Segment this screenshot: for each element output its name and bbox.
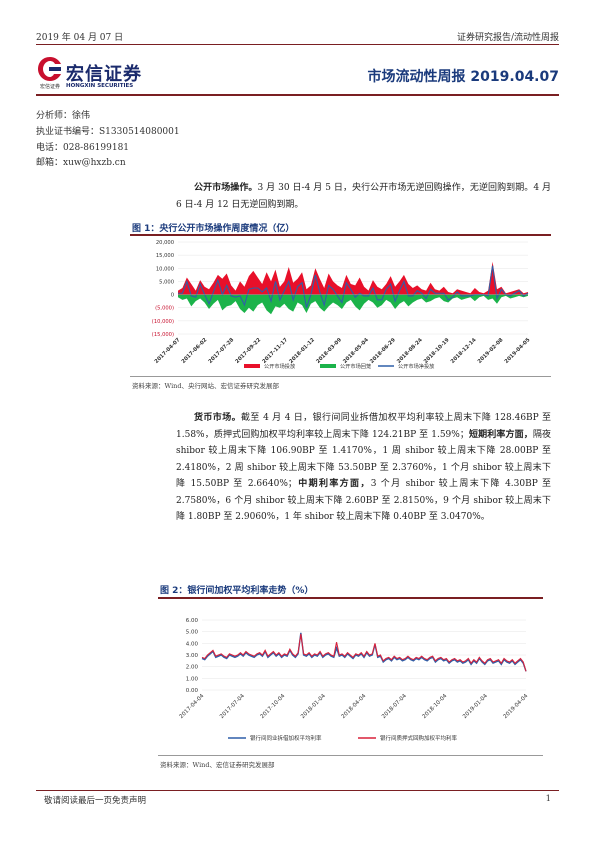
figure1-y-tick-label: (5,000) xyxy=(155,306,174,312)
figure1-x-tick-label: 2017-11-17 xyxy=(261,337,289,365)
report-date: 2019 年 04 月 07 日 xyxy=(36,30,123,43)
figure1-y-tick-label: (10,000) xyxy=(152,319,174,325)
figure1-y-tick-label: (15,000) xyxy=(152,332,174,338)
figure1-area-withdrawal xyxy=(178,295,528,315)
header-rule xyxy=(36,44,559,45)
figure1-legend-swatch xyxy=(244,364,260,368)
figure2-y-tick-label: 2.00 xyxy=(186,665,199,671)
company-name-cn-small: 宏信证券 xyxy=(40,83,60,90)
figure2-x-tick-label: 2018-10-04 xyxy=(422,693,449,720)
figure1-x-tick-label: 2018-10-19 xyxy=(423,337,451,365)
figure2-source: 资料来源：Wind、宏信证券研究发展部 xyxy=(160,759,275,769)
figure1-x-tick-label: 2018-06-29 xyxy=(369,337,397,365)
figure2-bottom-rule xyxy=(158,755,543,756)
figure2-y-tick-label: 4.00 xyxy=(186,641,199,647)
figure1-x-tick-label: 2017-07-28 xyxy=(208,337,236,365)
company-name-en: HONGXIN SECURITIES xyxy=(66,83,133,89)
figure2-y-tick-label: 0.00 xyxy=(186,688,199,694)
figure1-y-tick-label: 15,000 xyxy=(156,253,174,259)
title-rule xyxy=(36,94,559,96)
analyst-name: 分析师：徐伟 xyxy=(36,108,90,121)
figure1-legend-label: 公开市场净投放 xyxy=(398,362,435,370)
analyst-cert: 执业证书编号：S1330514080001 xyxy=(36,124,180,137)
figure2-series xyxy=(202,633,526,672)
section-open-market-lead: 公开市场操作。 xyxy=(194,183,257,193)
figure1-source: 资料来源：Wind、央行网站、宏信证券研究发展部 xyxy=(132,380,279,390)
figure1-x-tick-label: 2018-12-14 xyxy=(450,337,478,365)
figure2-x-tick-label: 2018-07-04 xyxy=(381,693,408,720)
figure1-chart: 20,000 15,000 10,000 5,000 0 (5,000) (10,000) (… xyxy=(130,236,551,376)
figure1-y-tick-label: 10,000 xyxy=(156,266,174,272)
figure2-y-axis: 6.00 5.00 4.00 3.00 2.00 1.00 0.00 xyxy=(186,618,199,694)
figure2-legend: 银行间同业拆借加权平均利率 银行间质押式回购加权平均利率 xyxy=(228,734,458,742)
figure2-y-tick-label: 6.00 xyxy=(186,618,199,624)
section-open-market: 公开市场操作。3 月 30 日-4 月 5 日，央行公开市场无逆回购操作，无逆回… xyxy=(176,180,551,213)
figure2-line-lending xyxy=(202,633,526,672)
figure2-y-tick-label: 1.00 xyxy=(186,676,199,682)
figure1-area-injection xyxy=(178,262,528,295)
analyst-email: 邮箱：xuw@hxzb.cn xyxy=(36,155,126,168)
figure2-y-tick-label: 5.00 xyxy=(186,630,199,636)
figure2-x-axis: 2017-04-04 2017-07-04 2017-10-04 2018-01-04… xyxy=(179,693,530,720)
figure1-x-tick-label: 2018-01-12 xyxy=(288,337,316,365)
section-money-market-lead: 货币市场。 xyxy=(194,413,241,423)
figure2-x-tick-label: 2019-04-04 xyxy=(503,693,530,720)
figure2-x-tick-label: 2018-04-04 xyxy=(341,693,368,720)
company-logo-icon xyxy=(36,55,64,83)
figure2-x-tick-label: 2017-10-04 xyxy=(260,693,287,720)
figure2-x-tick-label: 2017-04-04 xyxy=(179,693,206,720)
figure2-legend-label: 银行间质押式回购加权平均利率 xyxy=(380,734,458,742)
figure1-legend: 公开市场投放 公开市场回笼 公开市场净投放 xyxy=(244,362,435,370)
analyst-phone: 电话：028-86199181 xyxy=(36,140,129,153)
figure1-x-tick-label: 2019-02-08 xyxy=(477,337,505,365)
figure2-title: 图 2：银行间加权平均利率走势（%） xyxy=(160,583,313,596)
figure1-legend-label: 公开市场投放 xyxy=(264,362,296,370)
footer-rule xyxy=(36,790,559,791)
section-money-market: 货币市场。截至 4 月 4 日，银行间同业拆借加权平均利率较上周末下降 128.… xyxy=(176,410,551,526)
figure1-series xyxy=(178,262,528,315)
figure2-title-rule xyxy=(158,597,543,599)
section-mid-rate-lead: 中期利率方面， xyxy=(297,479,371,489)
figure1-x-tick-label: 2018-05-04 xyxy=(342,337,370,365)
figure2-chart: 6.005.004.003.002.001.000.00 2017-04-04 2… xyxy=(158,600,543,754)
section-short-rate-lead: 短期利率方面， xyxy=(469,430,533,440)
figure1-y-tick-label: 0 xyxy=(171,293,174,299)
figure1-y-axis: 20,000 15,000 10,000 5,000 0 (5,000) (10,000) (… xyxy=(152,240,174,338)
figure1-bottom-rule xyxy=(130,376,551,377)
figure2-x-tick-label: 2017-07-04 xyxy=(219,693,246,720)
figure1-x-tick-label: 2019-04-05 xyxy=(504,337,532,365)
figure1-x-tick-label: 2018-03-09 xyxy=(315,337,343,365)
figure2-x-tick-label: 2019-01-04 xyxy=(462,693,489,720)
figure1-x-tick-label: 2017-06-02 xyxy=(181,337,209,365)
figure2-y-tick-label: 3.00 xyxy=(186,653,199,659)
figure1-x-tick-label: 2017-04-07 xyxy=(154,337,182,365)
figure1-y-tick-label: 5,000 xyxy=(159,279,174,285)
figure2-legend-label: 银行间同业拆借加权平均利率 xyxy=(250,734,322,742)
figure1-x-axis: 2017-04-07 2017-06-02 2017-07-28 2017-09-22… xyxy=(154,337,532,365)
figure1-y-tick-label: 20,000 xyxy=(156,240,174,246)
figure2-x-tick-label: 2018-01-04 xyxy=(300,693,327,720)
page-number: 1 xyxy=(546,794,551,804)
report-category: 证券研究报告/流动性周报 xyxy=(457,30,559,43)
figure1-x-tick-label: 2018-08-24 xyxy=(396,337,424,365)
figure2-line-repo xyxy=(202,634,526,671)
report-title: 市场流动性周报 2019.04.07 xyxy=(368,66,559,86)
figure1-x-tick-label: 2017-09-22 xyxy=(234,337,262,365)
figure1-legend-swatch xyxy=(320,364,336,368)
footer-disclaimer: 敬请阅读最后一页免责声明 xyxy=(44,794,146,806)
figure1-legend-label: 公开市场回笼 xyxy=(340,362,371,370)
figure1-title: 图 1：央行公开市场操作周度情况（亿） xyxy=(132,221,294,234)
